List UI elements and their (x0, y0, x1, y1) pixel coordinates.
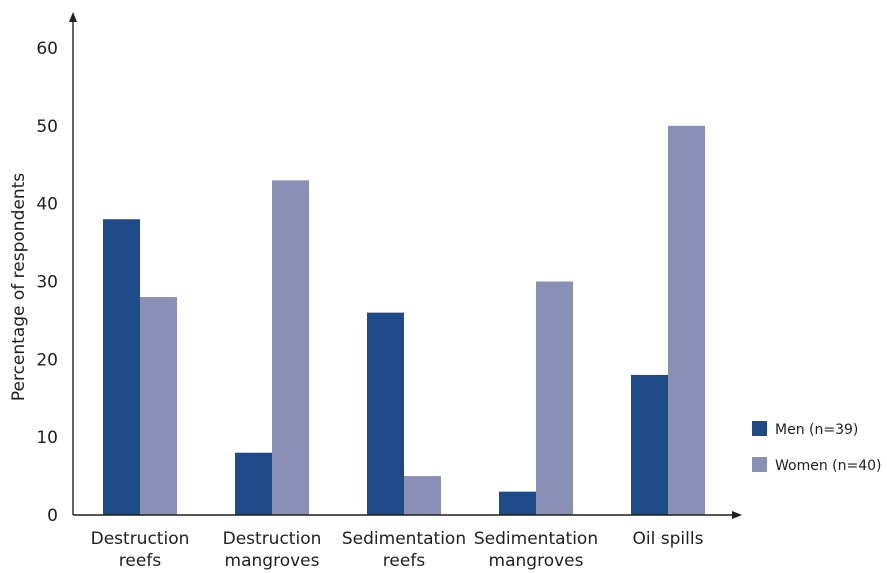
category-label-line: Destruction (91, 529, 190, 549)
category-label: Oil spills (633, 529, 704, 549)
y-tick-label: 50 (36, 117, 58, 137)
category-label-line: mangroves (225, 551, 320, 571)
bar-men (235, 452, 272, 515)
category-label-line: reefs (383, 551, 426, 571)
bars-layer (103, 125, 705, 516)
bar-women (536, 281, 573, 515)
bar-women (272, 180, 309, 516)
y-tick-label: 40 (36, 195, 58, 215)
category-label: Sedimentation reefs (342, 529, 466, 571)
y-tick-label: 60 (36, 39, 58, 59)
legend-swatch-men (752, 421, 767, 436)
legend: Men (n=39) Women (n=40) (752, 421, 882, 474)
bar-men (499, 491, 536, 515)
bar-men (103, 219, 140, 515)
category-label: Destruction reefs (91, 529, 190, 571)
y-tick-label: 0 (47, 506, 58, 526)
y-tick-labels: 0 10 20 30 40 50 60 (36, 39, 58, 526)
y-axis-arrow (69, 12, 77, 22)
category-label-line: Oil spills (633, 529, 704, 549)
bar-men (367, 312, 404, 515)
category-label-line: reefs (119, 551, 162, 571)
category-label-line: Destruction (223, 529, 322, 549)
axes-layer (69, 12, 742, 519)
y-tick-label: 10 (36, 428, 58, 448)
bar-men (631, 374, 668, 515)
legend-swatch-women (752, 457, 767, 472)
legend-label-men: Men (n=39) (775, 422, 858, 438)
bar-women (404, 476, 441, 515)
bar-women (140, 297, 177, 515)
y-axis-title: Percentage of respondents (9, 173, 29, 401)
category-label-line: Sedimentation (342, 529, 466, 549)
category-label: Sedimentation mangroves (474, 529, 598, 571)
y-tick-label: 30 (36, 273, 58, 293)
category-label: Destruction mangroves (223, 529, 322, 571)
category-label-line: Sedimentation (474, 529, 598, 549)
legend-label-women: Women (n=40) (775, 458, 882, 474)
category-label-line: mangroves (489, 551, 584, 571)
bar-women (668, 125, 705, 515)
x-axis-arrow (732, 511, 742, 519)
y-tick-label: 20 (36, 350, 58, 370)
